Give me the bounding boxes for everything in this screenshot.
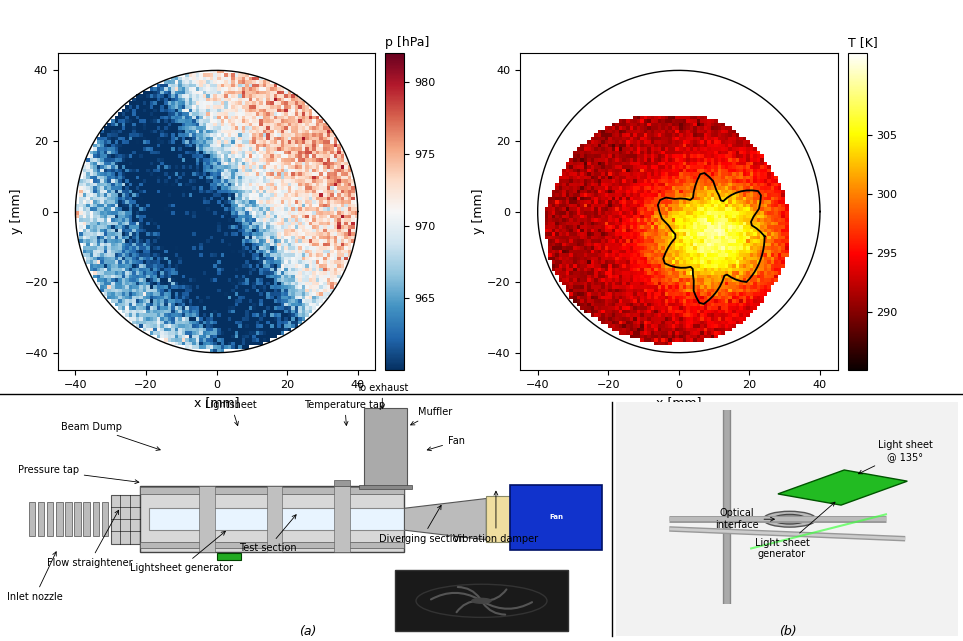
Bar bbox=[102, 502, 108, 537]
Y-axis label: y [mm]: y [mm] bbox=[473, 189, 485, 234]
Text: Pressure tap: Pressure tap bbox=[17, 465, 139, 483]
X-axis label: x [mm]: x [mm] bbox=[194, 395, 240, 408]
Text: Lightsheet generator: Lightsheet generator bbox=[130, 531, 232, 573]
Bar bbox=[334, 487, 350, 552]
Bar bbox=[359, 485, 412, 488]
Text: Vibration damper: Vibration damper bbox=[454, 491, 538, 544]
Bar bbox=[510, 485, 602, 549]
Ellipse shape bbox=[764, 512, 817, 527]
Bar bbox=[74, 502, 81, 537]
Text: (b): (b) bbox=[779, 625, 796, 638]
Text: Fan: Fan bbox=[549, 514, 563, 520]
Text: To exhaust: To exhaust bbox=[356, 383, 408, 408]
X-axis label: x [mm]: x [mm] bbox=[656, 395, 702, 408]
Polygon shape bbox=[778, 470, 907, 505]
Polygon shape bbox=[404, 499, 486, 540]
Text: Beam Dump: Beam Dump bbox=[61, 422, 160, 451]
Text: Inlet nozzle: Inlet nozzle bbox=[7, 552, 63, 602]
Text: Temperature tap: Temperature tap bbox=[304, 400, 385, 426]
Bar bbox=[140, 487, 404, 552]
Bar bbox=[616, 403, 958, 636]
Bar bbox=[149, 508, 404, 530]
Text: Muffler: Muffler bbox=[410, 407, 453, 425]
Bar bbox=[47, 502, 54, 537]
Text: Light sheet
generator: Light sheet generator bbox=[755, 502, 835, 559]
Bar bbox=[84, 502, 90, 537]
Text: Optical
interface: Optical interface bbox=[715, 508, 774, 530]
Bar bbox=[92, 502, 99, 537]
Text: p [hPa]: p [hPa] bbox=[385, 36, 429, 49]
Bar bbox=[65, 502, 71, 537]
Text: Diverging section: Diverging section bbox=[379, 505, 464, 544]
Bar bbox=[267, 487, 282, 552]
Bar bbox=[217, 553, 241, 560]
Text: Test section: Test section bbox=[239, 515, 297, 553]
Text: Light sheet
@ 135°: Light sheet @ 135° bbox=[858, 440, 932, 474]
Bar bbox=[364, 408, 407, 487]
Bar bbox=[334, 480, 350, 487]
Text: T [K]: T [K] bbox=[847, 36, 877, 49]
Text: Flow straightener: Flow straightener bbox=[47, 510, 132, 568]
Text: Lightsheet: Lightsheet bbox=[205, 400, 257, 426]
Text: (a): (a) bbox=[299, 625, 317, 638]
Text: Fan: Fan bbox=[428, 437, 465, 451]
Circle shape bbox=[472, 599, 491, 603]
Bar bbox=[111, 495, 140, 544]
Bar bbox=[486, 496, 510, 542]
Bar bbox=[140, 487, 404, 494]
Bar bbox=[140, 542, 404, 549]
Y-axis label: y [mm]: y [mm] bbox=[11, 189, 23, 234]
Bar bbox=[29, 502, 36, 537]
Bar bbox=[38, 502, 44, 537]
Ellipse shape bbox=[773, 514, 807, 524]
Bar bbox=[395, 570, 568, 631]
Bar bbox=[56, 502, 63, 537]
Bar bbox=[199, 487, 215, 552]
